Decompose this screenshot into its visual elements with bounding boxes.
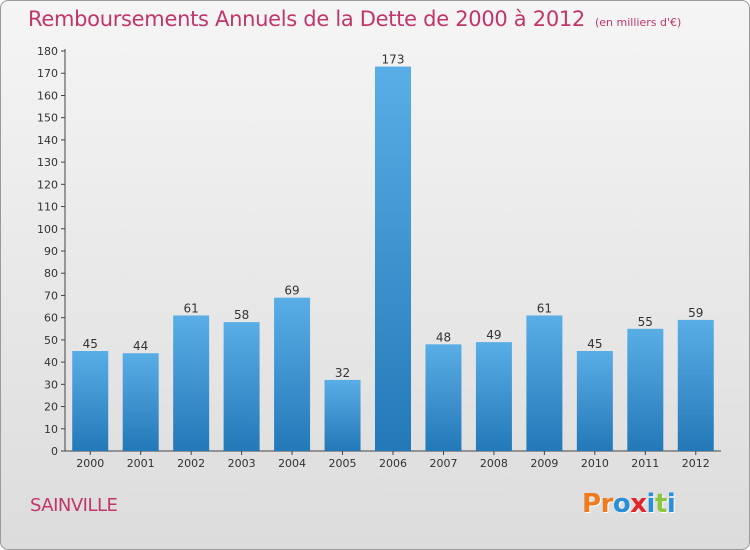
x-tick-label: 2006 [379, 457, 407, 470]
bar [677, 319, 714, 451]
bar [425, 344, 462, 451]
bar-value-label: 69 [284, 284, 299, 298]
y-tick-label: 170 [37, 67, 58, 80]
bar [324, 379, 361, 451]
y-tick-label: 50 [44, 334, 58, 347]
y-tick-label: 90 [44, 245, 58, 258]
bar [375, 66, 411, 452]
bar [526, 315, 563, 451]
bar [274, 297, 311, 451]
title-unit: (en milliers d'€) [595, 16, 682, 29]
y-tick-label: 20 [44, 401, 58, 414]
y-tick-label: 130 [37, 156, 58, 169]
y-tick-label: 160 [37, 89, 58, 102]
bar-value-label: 61 [537, 301, 552, 315]
y-tick-label: 60 [44, 312, 58, 325]
bar-value-label: 45 [587, 337, 602, 351]
x-tick-label: 2005 [329, 457, 357, 470]
x-tick-label: 2008 [480, 457, 508, 470]
bar [173, 315, 210, 451]
chart-title: Remboursements Annuels de la Dette de 20… [28, 7, 681, 31]
bar [72, 351, 109, 451]
y-tick-label: 80 [44, 267, 58, 280]
bar-value-label: 44 [133, 339, 148, 353]
y-tick-label: 140 [37, 134, 58, 147]
title-text: Remboursements Annuels de la Dette de 20… [28, 7, 585, 31]
x-tick-label: 2000 [76, 457, 104, 470]
bar [475, 342, 512, 451]
x-tick-label: 2010 [581, 457, 609, 470]
y-tick-label: 70 [44, 289, 58, 302]
y-tick-label: 10 [44, 423, 58, 436]
logo-letter: i [646, 489, 656, 519]
logo-letter: i [666, 489, 676, 519]
bar-value-label: 59 [688, 306, 703, 320]
y-tick-label: 110 [37, 201, 58, 214]
y-tick-label: 30 [44, 378, 58, 391]
bar [122, 353, 159, 451]
bar-value-label: 173 [382, 53, 405, 67]
x-tick-label: 2007 [429, 457, 457, 470]
bar-value-label: 45 [83, 337, 98, 351]
y-tick-label: 150 [37, 112, 58, 125]
bars [72, 66, 714, 452]
y-tick-label: 120 [37, 178, 58, 191]
x-tick-label: 2004 [278, 457, 306, 470]
labels: 45 44 61 58 69 32 173 48 49 61 45 55 59 [83, 53, 704, 380]
y-tick-label: 100 [37, 223, 58, 236]
x-tick-label: 2012 [682, 457, 710, 470]
bar [576, 351, 613, 451]
y-tick-label: 0 [51, 445, 58, 458]
commune-name: SAINVILLE [30, 495, 118, 516]
proxiti-logo: Proxiti [582, 489, 676, 519]
x-tick-label: 2001 [127, 457, 155, 470]
x-tick-label: 2011 [631, 457, 659, 470]
bar-value-label: 49 [486, 328, 501, 342]
logo-letter: x [630, 489, 647, 519]
bar [627, 328, 664, 451]
logo-letter: r [600, 489, 614, 519]
logo-letter: P [582, 489, 601, 519]
y-tick-label: 180 [37, 45, 58, 58]
x-tick-label: 2009 [530, 457, 558, 470]
bar [223, 322, 260, 451]
bar-value-label: 61 [184, 301, 199, 315]
x-tick-label: 2002 [177, 457, 205, 470]
bar-value-label: 55 [638, 315, 653, 329]
logo-letter: o [612, 489, 631, 519]
bar-value-label: 32 [335, 366, 350, 380]
bar-value-label: 58 [234, 308, 249, 322]
bar-value-label: 48 [436, 330, 451, 344]
axes: 0 10 20 30 40 50 60 70 80 90 100 110 120 130 140 150 160… [37, 45, 721, 470]
logo-letter: t [654, 489, 667, 519]
y-tick-label: 40 [44, 356, 58, 369]
x-tick-label: 2003 [228, 457, 256, 470]
